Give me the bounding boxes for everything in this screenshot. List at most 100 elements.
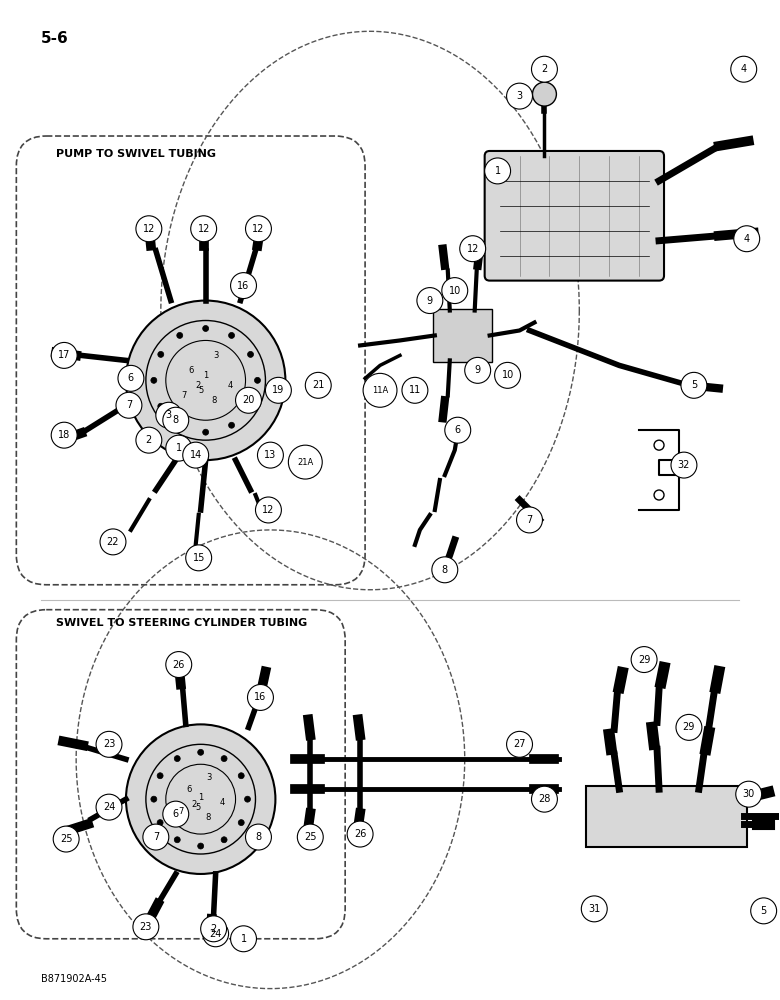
Circle shape (750, 898, 777, 924)
Circle shape (256, 497, 282, 523)
Circle shape (177, 422, 183, 428)
Text: 8: 8 (441, 565, 448, 575)
Text: 16: 16 (254, 692, 267, 702)
Text: 3: 3 (206, 773, 211, 782)
FancyBboxPatch shape (587, 786, 746, 847)
Text: 22: 22 (107, 537, 119, 547)
Text: 4: 4 (228, 381, 233, 390)
Text: 25: 25 (304, 832, 317, 842)
Circle shape (163, 407, 189, 433)
Circle shape (495, 362, 520, 388)
Text: 7: 7 (126, 400, 132, 410)
Text: 3: 3 (165, 410, 172, 420)
Text: 5: 5 (198, 386, 204, 395)
Text: 6: 6 (186, 785, 191, 794)
Text: 23: 23 (140, 922, 152, 932)
Text: 6: 6 (188, 366, 193, 375)
Text: 2: 2 (541, 64, 548, 74)
Text: 11: 11 (409, 385, 421, 395)
Circle shape (156, 402, 182, 428)
Circle shape (734, 226, 760, 252)
Text: 18: 18 (58, 430, 70, 440)
Circle shape (238, 820, 244, 826)
Text: 4: 4 (741, 64, 746, 74)
Circle shape (203, 429, 208, 435)
Circle shape (229, 422, 235, 428)
Circle shape (247, 403, 254, 409)
Text: 28: 28 (538, 794, 551, 804)
Text: 32: 32 (678, 460, 690, 470)
Circle shape (221, 756, 227, 762)
Text: 7: 7 (153, 832, 159, 842)
Circle shape (297, 824, 323, 850)
Text: 12: 12 (197, 224, 210, 234)
Circle shape (402, 377, 428, 403)
Text: 29: 29 (682, 722, 695, 732)
Circle shape (136, 427, 161, 453)
Text: 8: 8 (211, 396, 216, 405)
Text: 6: 6 (128, 373, 134, 383)
Circle shape (681, 372, 707, 398)
Circle shape (126, 301, 285, 460)
Circle shape (671, 452, 697, 478)
Circle shape (133, 914, 159, 940)
Circle shape (465, 357, 491, 383)
Text: 20: 20 (243, 395, 255, 405)
Circle shape (118, 365, 144, 391)
Text: 6: 6 (172, 809, 179, 819)
Circle shape (143, 824, 168, 850)
Text: 1: 1 (203, 371, 208, 380)
Circle shape (247, 684, 274, 710)
Circle shape (441, 278, 468, 304)
Circle shape (203, 325, 208, 331)
Text: 1: 1 (495, 166, 501, 176)
Circle shape (229, 332, 235, 338)
Circle shape (736, 781, 762, 807)
Text: 26: 26 (354, 829, 367, 839)
Text: 2: 2 (191, 800, 197, 809)
FancyBboxPatch shape (484, 151, 664, 281)
Text: 4: 4 (220, 798, 225, 807)
Text: PUMP TO SWIVEL TUBING: PUMP TO SWIVEL TUBING (56, 149, 216, 159)
Text: 14: 14 (190, 450, 202, 460)
Text: 5: 5 (691, 380, 697, 390)
Circle shape (531, 786, 558, 812)
Circle shape (459, 236, 486, 262)
Text: 12: 12 (466, 244, 479, 254)
Circle shape (244, 796, 250, 802)
Circle shape (484, 158, 511, 184)
Text: 9: 9 (427, 296, 433, 306)
Text: 29: 29 (638, 655, 651, 665)
Text: 30: 30 (743, 789, 755, 799)
Circle shape (533, 82, 556, 106)
Text: 2: 2 (211, 924, 217, 934)
Circle shape (151, 796, 157, 802)
Text: 5: 5 (760, 906, 767, 916)
Circle shape (136, 216, 161, 242)
Circle shape (221, 837, 227, 843)
Text: 21A: 21A (297, 458, 314, 467)
Circle shape (363, 373, 397, 407)
Text: 13: 13 (264, 450, 277, 460)
Text: 3: 3 (213, 351, 218, 360)
Text: 10: 10 (502, 370, 514, 380)
Text: 12: 12 (262, 505, 275, 515)
Circle shape (506, 731, 533, 757)
Circle shape (158, 403, 164, 409)
Circle shape (191, 216, 217, 242)
Circle shape (186, 545, 211, 571)
Circle shape (257, 442, 283, 468)
Text: 1: 1 (240, 934, 246, 944)
Circle shape (417, 288, 443, 314)
Circle shape (676, 714, 702, 740)
Circle shape (157, 820, 163, 826)
Text: 23: 23 (103, 739, 115, 749)
Text: 8: 8 (205, 813, 211, 822)
Circle shape (432, 557, 458, 583)
Text: 8: 8 (172, 415, 179, 425)
Circle shape (51, 422, 77, 448)
Text: 1: 1 (198, 793, 204, 802)
Text: 3: 3 (516, 91, 523, 101)
Text: 15: 15 (193, 553, 205, 563)
Circle shape (96, 731, 122, 757)
